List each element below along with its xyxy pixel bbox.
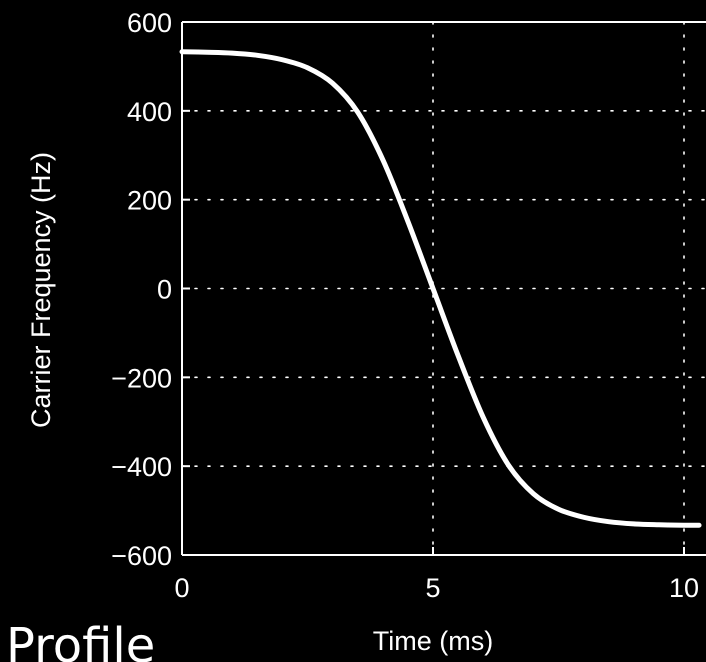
y-tick-label: −400 bbox=[111, 452, 172, 482]
x-axis-label: Time (ms) bbox=[373, 626, 493, 656]
caption: Profile bbox=[6, 618, 155, 662]
series-line bbox=[179, 49, 702, 528]
grid bbox=[181, 21, 706, 556]
y-tick-label: −200 bbox=[111, 363, 172, 393]
axes bbox=[181, 21, 706, 556]
y-tick-label: 0 bbox=[157, 275, 172, 305]
y-axis-label: Carrier Frequency (Hz) bbox=[26, 152, 56, 428]
y-tick-label: 200 bbox=[127, 186, 172, 216]
x-tick-label: 0 bbox=[174, 573, 189, 603]
x-tick-label: 10 bbox=[669, 573, 699, 603]
series-layer bbox=[179, 49, 702, 528]
y-tick-label: 600 bbox=[127, 8, 172, 38]
y-tick-label: −600 bbox=[111, 541, 172, 571]
y-tick-label: 400 bbox=[127, 97, 172, 127]
x-tick-label: 5 bbox=[425, 573, 440, 603]
